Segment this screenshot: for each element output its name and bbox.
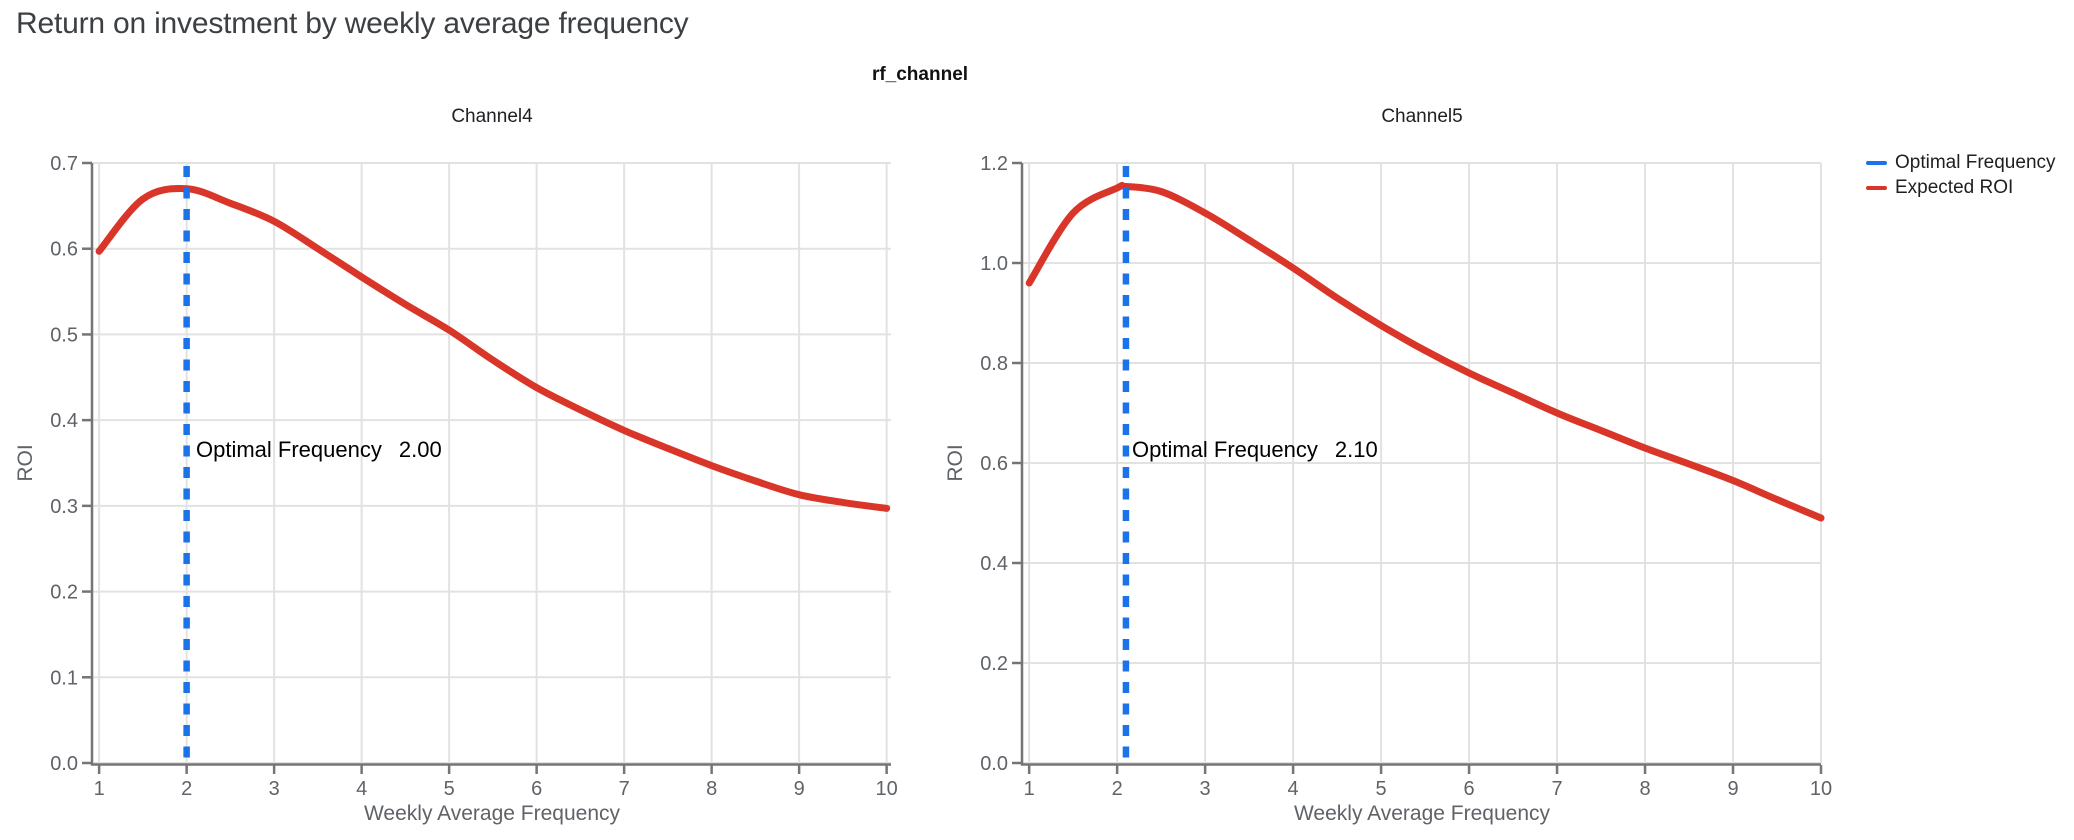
legend-label: Expected ROI — [1895, 176, 2014, 198]
y-tick-label: 0.7 — [50, 153, 78, 175]
y-tick-label: 0.2 — [50, 582, 78, 604]
x-tick-label: 3 — [1200, 778, 1211, 800]
x-tick-label: 10 — [1810, 778, 1832, 800]
x-tick-label: 8 — [1639, 778, 1650, 800]
y-tick-label: 0.0 — [980, 753, 1008, 775]
x-axis-label-channel4: Weekly Average Frequency — [363, 802, 621, 825]
annotation-value: 2.10 — [1334, 437, 1378, 462]
y-tick-label: 0.6 — [980, 453, 1008, 475]
y-tick-label: 0.3 — [50, 496, 78, 518]
y-tick-label: 0.4 — [980, 553, 1008, 575]
x-tick-label: 4 — [1288, 778, 1299, 800]
annotation-label: Optimal Frequency — [196, 437, 382, 462]
x-tick-label: 5 — [444, 778, 455, 800]
legend-item-expected-roi: Expected ROI — [1866, 175, 2056, 200]
x-tick-label: 6 — [1464, 778, 1475, 800]
plot-area-channel4: 0.0 0.1 0.2 0.3 0.4 0.5 0.6 0.7 1 2 3 4 5 6 7 8 9 10 — [50, 153, 898, 800]
x-tick-label: 9 — [1727, 778, 1738, 800]
x-tick-label: 1 — [94, 778, 105, 800]
x-tick-label: 1 — [1024, 778, 1035, 800]
x-tick-label: 8 — [706, 778, 717, 800]
legend-item-optimal-frequency: Optimal Frequency — [1866, 150, 2056, 175]
subplot-title-channel5: Channel5 — [1381, 106, 1463, 127]
x-tick-label: 5 — [1376, 778, 1387, 800]
plot-area-channel5: 0.0 0.2 0.4 0.6 0.8 1.0 1.2 1 2 3 4 5 6 7 8 9 10 — [980, 153, 1832, 800]
expected-roi-line-swatch — [1866, 185, 1887, 190]
y-tick-label: 0.2 — [980, 653, 1008, 675]
y-tick-label: 0.1 — [50, 667, 78, 689]
x-tick-label: 9 — [794, 778, 805, 800]
figure-suptitle: rf_channel — [871, 64, 969, 85]
optimal-frequency-line-swatch — [1866, 160, 1887, 165]
y-tick-label: 0.0 — [50, 753, 78, 775]
x-tick-label: 3 — [269, 778, 280, 800]
x-tick-label: 2 — [1112, 778, 1123, 800]
y-tick-label: 1.0 — [980, 253, 1008, 275]
y-tick-label: 0.6 — [50, 239, 78, 261]
optimal-frequency-annotation-channel5: Optimal Frequency 2.10 — [1132, 437, 1378, 463]
subplot-title-channel4: Channel4 — [451, 106, 533, 127]
annotation-value: 2.00 — [398, 437, 442, 462]
expected-roi-curve — [1025, 181, 1825, 522]
x-axis-label-channel5: Weekly Average Frequency — [1293, 802, 1551, 825]
page-title: Return on investment by weekly average f… — [16, 7, 689, 40]
legend-label: Optimal Frequency — [1895, 151, 2056, 173]
optimal-frequency-annotation-channel4: Optimal Frequency 2.00 — [196, 437, 442, 463]
y-tick-label: 0.8 — [980, 353, 1008, 375]
x-tick-label: 7 — [619, 778, 630, 800]
y-tick-label: 0.5 — [50, 324, 78, 346]
y-tick-label: 0.4 — [50, 410, 78, 432]
x-tick-label: 4 — [356, 778, 367, 800]
expected-roi-curve — [95, 185, 891, 512]
x-tick-label: 6 — [531, 778, 542, 800]
legend: Optimal Frequency Expected ROI — [1866, 150, 2056, 200]
x-tick-label: 2 — [181, 778, 192, 800]
annotation-label: Optimal Frequency — [1132, 437, 1318, 462]
y-tick-label: 1.2 — [980, 153, 1008, 175]
x-tick-label: 10 — [876, 778, 898, 800]
x-tick-label: 7 — [1551, 778, 1562, 800]
